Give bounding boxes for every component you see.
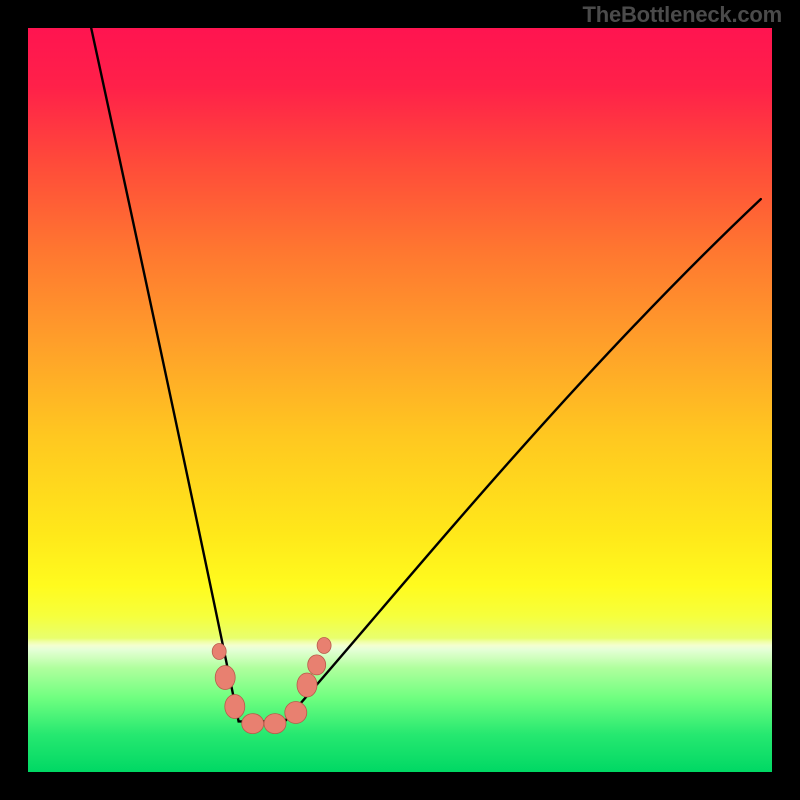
bottleneck-chart (0, 0, 800, 800)
curve-marker (297, 673, 317, 697)
curve-marker (264, 714, 286, 734)
chart-background (28, 28, 772, 772)
curve-marker (317, 638, 331, 654)
chart-frame: TheBottleneck.com (0, 0, 800, 800)
curve-marker (242, 714, 264, 734)
watermark-text: TheBottleneck.com (582, 2, 782, 28)
curve-marker (215, 666, 235, 690)
curve-marker (308, 655, 326, 675)
curve-marker (225, 695, 245, 719)
curve-marker (212, 644, 226, 660)
curve-marker (285, 702, 307, 724)
